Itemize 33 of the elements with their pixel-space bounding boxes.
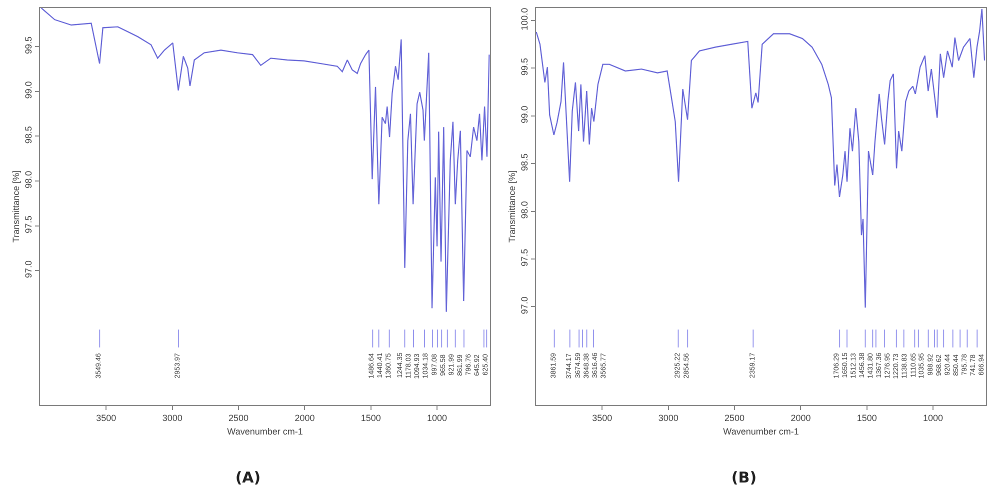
x-axis-title: Wavenumber cm-1 xyxy=(227,426,303,437)
y-tick-label: 98.0 xyxy=(23,170,34,188)
y-tick-label: 98.0 xyxy=(519,201,530,219)
x-tick-label: 3000 xyxy=(162,412,182,423)
y-tick-label: 97.0 xyxy=(23,260,34,278)
x-tick-label: 2000 xyxy=(790,412,811,423)
x-tick-label: 3500 xyxy=(592,412,612,423)
y-tick-label: 99.5 xyxy=(23,36,34,54)
line-series xyxy=(40,8,490,312)
y-tick-label: 98.5 xyxy=(519,153,530,171)
y-tick-label: 99.5 xyxy=(519,58,530,76)
x-tick-label: 1500 xyxy=(856,412,877,423)
y-tick-label: 99.0 xyxy=(23,81,34,99)
line-series xyxy=(536,8,986,308)
x-tick-label: 2000 xyxy=(294,412,315,423)
y-tick-label: 98.5 xyxy=(23,126,34,144)
y-tick-label: 97.5 xyxy=(519,248,530,266)
x-tick-label: 1000 xyxy=(923,412,944,423)
y-tick-label: 100.0 xyxy=(519,8,530,30)
y-tick-label: 99.0 xyxy=(519,106,530,124)
y-axis-title: Transmittance [%] xyxy=(10,170,21,243)
text: (A) xyxy=(235,468,261,487)
x-tick-label: 3000 xyxy=(658,412,678,423)
x-tick-label: 2500 xyxy=(228,412,249,423)
text: (B) xyxy=(731,468,757,487)
x-axis-title: Wavenumber cm-1 xyxy=(723,426,799,437)
y-tick-label: 97.5 xyxy=(23,216,34,234)
x-tick-label: 3500 xyxy=(96,412,116,423)
x-tick-label: 1000 xyxy=(427,412,448,423)
y-axis-title: Transmittance [%] xyxy=(506,170,517,243)
y-tick-label: 97.0 xyxy=(519,296,530,314)
x-tick-label: 2500 xyxy=(724,412,745,423)
x-tick-label: 1500 xyxy=(360,412,381,423)
